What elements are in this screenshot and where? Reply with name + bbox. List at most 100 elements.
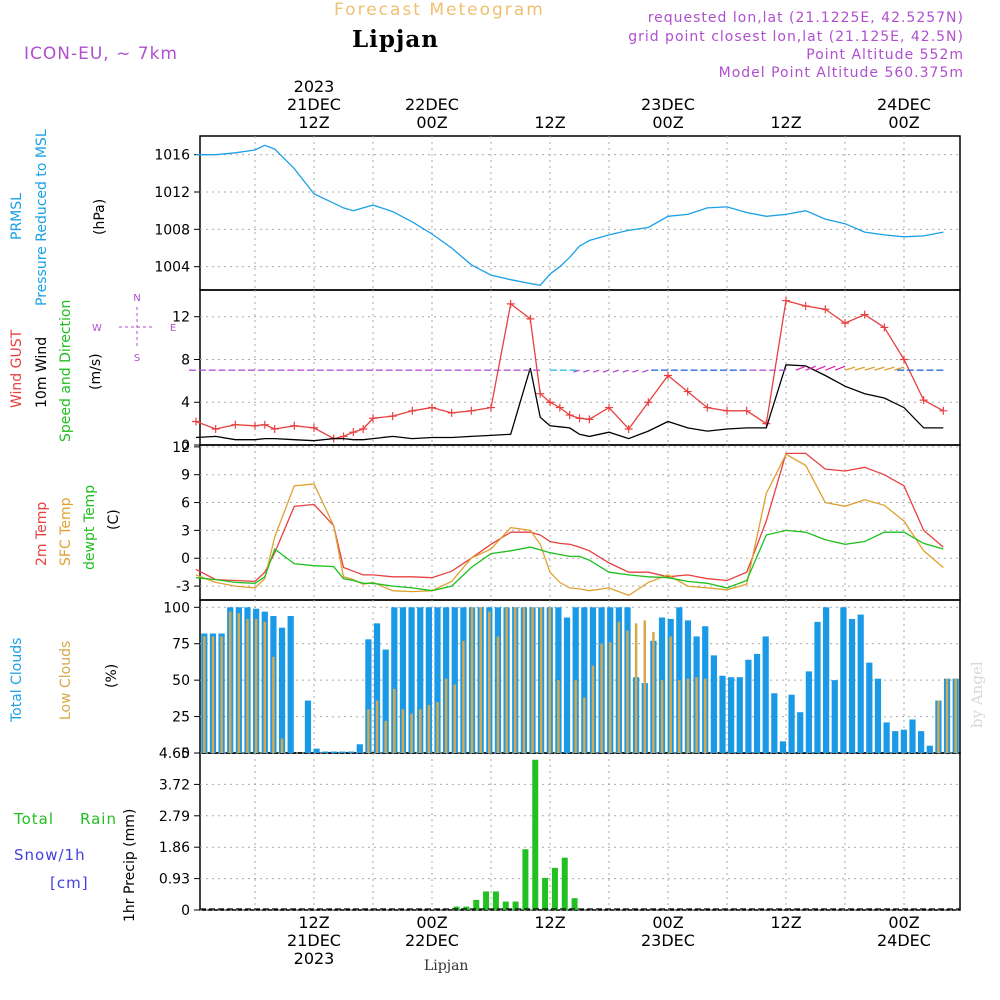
y-tick-label: 0 bbox=[181, 746, 190, 762]
total-cloud-bar bbox=[797, 712, 804, 753]
gust-marker bbox=[801, 302, 810, 311]
bottom-time-label: 2023 bbox=[294, 949, 335, 968]
low-cloud-bar bbox=[462, 640, 465, 753]
total-cloud-bar bbox=[857, 614, 864, 753]
y-tick-label: 4.65 bbox=[159, 746, 190, 762]
model-label: ICON-EU, ~ 7km bbox=[24, 44, 178, 64]
compass-e: E bbox=[170, 323, 176, 334]
precip-bar bbox=[542, 877, 549, 910]
gust-marker bbox=[545, 398, 554, 407]
gust-marker bbox=[722, 406, 731, 415]
top-time-label: 00Z bbox=[652, 113, 683, 132]
gust-marker bbox=[939, 406, 948, 415]
requested-coords: requested lon,lat (21.1225E, 42.5257N) bbox=[647, 10, 964, 26]
total-cloud-bar bbox=[719, 675, 726, 753]
low-cloud-bar bbox=[945, 678, 949, 753]
bottom-time-label: 24DEC bbox=[877, 931, 931, 950]
total-cloud-bar bbox=[874, 678, 882, 753]
total-cloud-bar bbox=[287, 616, 294, 753]
y-tick-label: 8 bbox=[181, 352, 190, 368]
total-cloud-bar bbox=[278, 627, 286, 753]
bottom-time-label: 12Z bbox=[534, 913, 565, 932]
snow-unit-label: [cm] bbox=[50, 874, 89, 892]
low-cloud-bar bbox=[263, 621, 267, 753]
model-altitude: Model Point Altitude 560.375m bbox=[718, 65, 964, 81]
top-time-label: 00Z bbox=[416, 113, 447, 132]
top-time-label: 22DEC bbox=[405, 95, 459, 114]
low-cloud-bar bbox=[280, 738, 284, 753]
low-cloud-bar bbox=[669, 636, 672, 753]
wind-direction-arrow bbox=[592, 369, 600, 373]
total-cloud-bar bbox=[417, 607, 424, 753]
low-cloud-bar bbox=[937, 700, 940, 753]
total-cloud-bar bbox=[823, 607, 830, 753]
compass-s: S bbox=[134, 353, 140, 364]
wind-direction-arrow bbox=[573, 369, 580, 373]
gust-marker bbox=[192, 417, 200, 426]
precip-bar bbox=[473, 899, 480, 910]
total-cloud-bar bbox=[883, 722, 890, 753]
wind-direction-arrow bbox=[795, 365, 807, 371]
low-cloud-bar bbox=[539, 607, 543, 753]
low-cloud-bar bbox=[505, 607, 508, 753]
total-cloud-bar bbox=[451, 607, 458, 753]
gust-marker bbox=[644, 398, 653, 407]
total-cloud-bar bbox=[779, 741, 787, 753]
wind-direction-arrow bbox=[805, 365, 816, 371]
gust-marker bbox=[211, 424, 220, 433]
top-time-label: 12Z bbox=[534, 113, 565, 132]
point-altitude: Point Altitude 552m bbox=[806, 47, 964, 63]
meteogram-title: Forecast Meteogram bbox=[334, 0, 545, 20]
low-cloud-bar bbox=[211, 636, 215, 753]
top-time-label: 12Z bbox=[298, 113, 329, 132]
y-tick-label: 2.79 bbox=[159, 809, 190, 825]
precip-bar bbox=[512, 901, 519, 910]
low-cloud-bar bbox=[608, 642, 612, 753]
total-cloud-bar bbox=[840, 607, 847, 753]
total-cloud-bar bbox=[313, 748, 320, 753]
gust-marker bbox=[575, 414, 584, 423]
y-tick-label: 3.72 bbox=[159, 777, 190, 793]
gust-marker bbox=[251, 421, 259, 430]
total-cloud-bar bbox=[391, 607, 398, 753]
precip-bar bbox=[551, 867, 558, 910]
low-cloud-bar bbox=[557, 680, 560, 753]
compass-rose bbox=[119, 307, 155, 347]
total-cloud-bar bbox=[771, 693, 778, 753]
low-cloud-bar bbox=[220, 636, 223, 753]
total-cloud-bar bbox=[563, 617, 571, 753]
y-tick-label: 1008 bbox=[154, 222, 190, 238]
gust-marker bbox=[742, 406, 751, 415]
compass-n: N bbox=[133, 293, 140, 304]
wind-direction-arrow bbox=[864, 366, 875, 371]
low-cloud-bar bbox=[954, 678, 957, 753]
y-tick-label: 1016 bbox=[154, 148, 190, 164]
total-cloud-bar bbox=[900, 729, 907, 753]
top-time-label: 2023 bbox=[294, 77, 335, 96]
precip-bar bbox=[522, 849, 529, 910]
wind-direction-arrow bbox=[602, 369, 610, 373]
low-cloud-bar bbox=[522, 607, 526, 753]
total-cloud-bar bbox=[848, 618, 856, 753]
low-cloud-bar bbox=[591, 665, 595, 753]
gust-marker bbox=[781, 296, 790, 305]
total-cloud-bar bbox=[322, 751, 329, 753]
low-cloud-bar bbox=[470, 607, 474, 753]
bottom-time-label: 00Z bbox=[888, 913, 919, 932]
y-tick-label: 0 bbox=[181, 438, 190, 454]
low-cloud-bar bbox=[678, 680, 681, 753]
gust-marker bbox=[369, 414, 377, 423]
wind-direction-arrow bbox=[834, 365, 846, 371]
total-cloud-bar bbox=[348, 751, 355, 753]
precip-bar bbox=[463, 906, 470, 910]
low-cloud-bar bbox=[652, 632, 655, 753]
total-cloud-bar bbox=[788, 694, 795, 753]
y-tick-label: 75 bbox=[172, 637, 190, 653]
y-tick-label: 3 bbox=[181, 523, 190, 539]
low-cloud-bar bbox=[488, 611, 491, 753]
total-cloud-bar bbox=[425, 607, 432, 753]
low-cloud-bar bbox=[643, 620, 647, 753]
gust-marker bbox=[486, 403, 495, 412]
gust-marker bbox=[880, 323, 889, 332]
total-cloud-bar bbox=[434, 607, 441, 753]
